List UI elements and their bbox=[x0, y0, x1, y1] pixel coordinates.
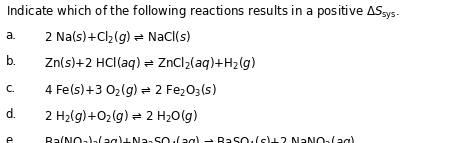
Text: 4 Fe($s$)+3 O$_2$($g$) ⇌ 2 Fe$_2$O$_3$($s$): 4 Fe($s$)+3 O$_2$($g$) ⇌ 2 Fe$_2$O$_3$($… bbox=[44, 82, 217, 99]
Text: 2 Na($s$)+Cl$_2$($g$) ⇌ NaCl($s$): 2 Na($s$)+Cl$_2$($g$) ⇌ NaCl($s$) bbox=[44, 29, 191, 46]
Text: e.: e. bbox=[6, 134, 17, 143]
Text: b.: b. bbox=[6, 55, 17, 68]
Text: d.: d. bbox=[6, 108, 17, 121]
Text: Ba(NO$_3$)$_2$($aq$)+Na$_2$SO$_4$($aq$) ⇌ BaSO$_4$($s$)+2 NaNO$_3$($aq$): Ba(NO$_3$)$_2$($aq$)+Na$_2$SO$_4$($aq$) … bbox=[44, 134, 355, 143]
Text: Indicate which of the following reactions results in a positive $\Delta S_\mathr: Indicate which of the following reaction… bbox=[6, 4, 400, 22]
Text: 2 H$_2$($g$)+O$_2$($g$) ⇌ 2 H$_2$O($g$): 2 H$_2$($g$)+O$_2$($g$) ⇌ 2 H$_2$O($g$) bbox=[44, 108, 198, 125]
Text: a.: a. bbox=[6, 29, 17, 42]
Text: Zn($s$)+2 HCl($aq$) ⇌ ZnCl$_2$($aq$)+H$_2$($g$): Zn($s$)+2 HCl($aq$) ⇌ ZnCl$_2$($aq$)+H$_… bbox=[44, 55, 255, 72]
Text: c.: c. bbox=[6, 82, 16, 95]
